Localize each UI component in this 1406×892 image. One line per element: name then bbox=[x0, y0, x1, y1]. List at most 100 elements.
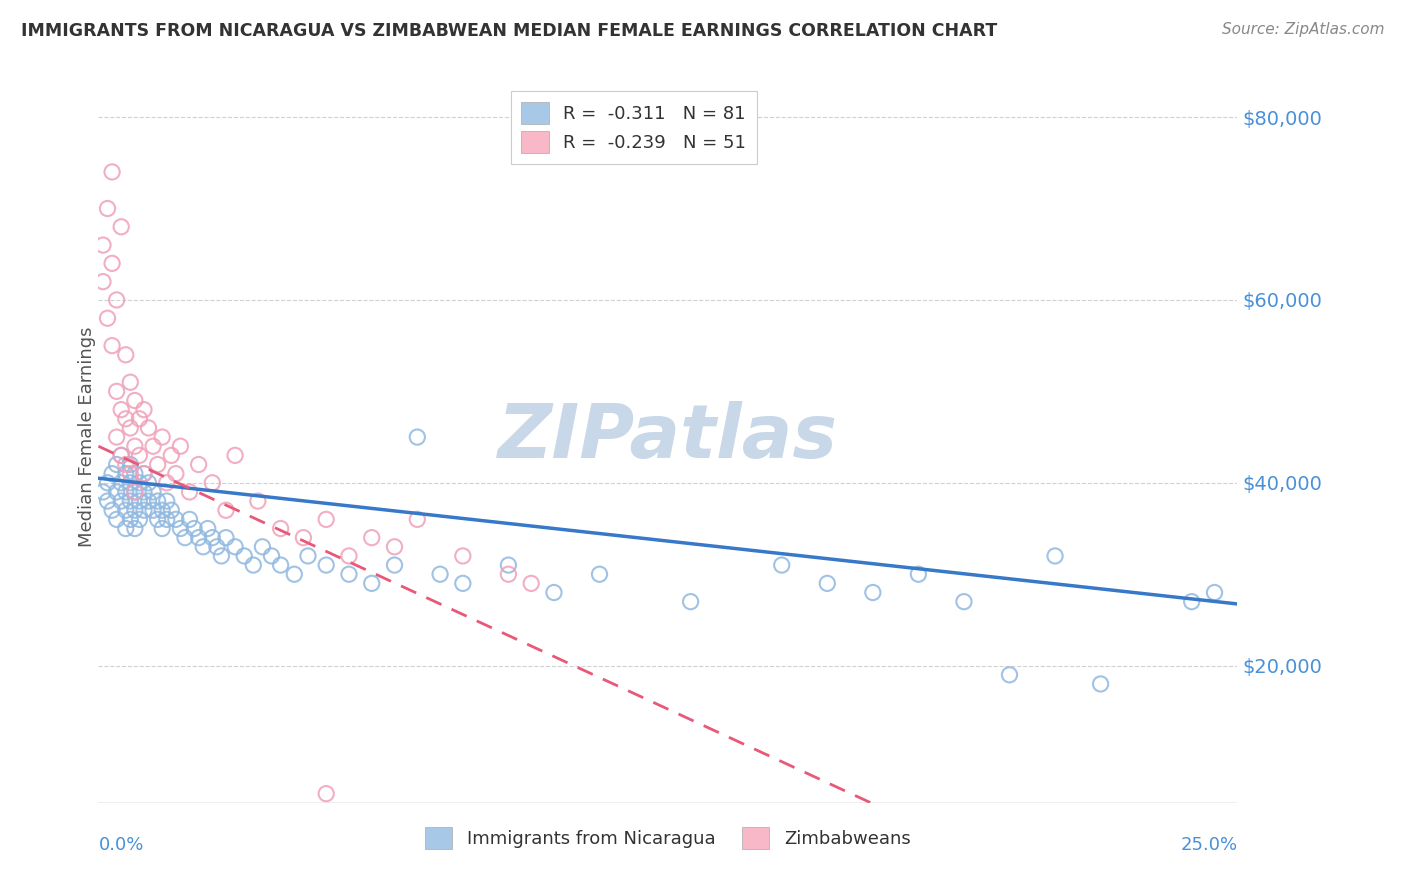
Point bbox=[215, 503, 238, 517]
Point bbox=[187, 458, 209, 472]
Point bbox=[120, 375, 142, 389]
Text: ZIPatlas: ZIPatlas bbox=[498, 401, 838, 474]
Point bbox=[998, 667, 1021, 681]
Point bbox=[242, 558, 264, 573]
Point bbox=[150, 521, 173, 535]
Point bbox=[105, 384, 128, 399]
Point bbox=[101, 165, 124, 179]
Point bbox=[1090, 677, 1112, 691]
Point bbox=[124, 485, 146, 500]
Point bbox=[384, 540, 406, 554]
Point bbox=[150, 503, 173, 517]
Point bbox=[953, 594, 976, 608]
Point bbox=[169, 521, 191, 535]
Text: IMMIGRANTS FROM NICARAGUA VS ZIMBABWEAN MEDIAN FEMALE EARNINGS CORRELATION CHART: IMMIGRANTS FROM NICARAGUA VS ZIMBABWEAN … bbox=[21, 22, 997, 40]
Point bbox=[201, 531, 224, 545]
Point bbox=[146, 494, 169, 508]
Point bbox=[451, 576, 474, 591]
Point bbox=[337, 567, 360, 582]
Point bbox=[209, 549, 232, 563]
Point bbox=[406, 512, 429, 526]
Point bbox=[120, 494, 142, 508]
Point bbox=[128, 412, 150, 426]
Point bbox=[128, 512, 150, 526]
Point bbox=[110, 494, 132, 508]
Point bbox=[110, 475, 132, 490]
Point bbox=[297, 549, 319, 563]
Point bbox=[132, 503, 155, 517]
Point bbox=[105, 430, 128, 444]
Point bbox=[246, 494, 269, 508]
Point bbox=[142, 485, 165, 500]
Point bbox=[120, 475, 142, 490]
Point bbox=[128, 475, 150, 490]
Point bbox=[215, 531, 238, 545]
Point bbox=[283, 567, 305, 582]
Point bbox=[132, 467, 155, 481]
Point bbox=[406, 430, 429, 444]
Point bbox=[169, 439, 191, 453]
Point bbox=[205, 540, 228, 554]
Point bbox=[197, 521, 219, 535]
Point bbox=[183, 521, 205, 535]
Point bbox=[142, 503, 165, 517]
Point bbox=[96, 202, 118, 216]
Point bbox=[292, 531, 315, 545]
Point bbox=[179, 485, 201, 500]
Point bbox=[120, 467, 142, 481]
Point bbox=[588, 567, 610, 582]
Point bbox=[110, 448, 132, 462]
Point bbox=[120, 421, 142, 435]
Point bbox=[187, 531, 209, 545]
Point bbox=[270, 521, 292, 535]
Point bbox=[315, 558, 337, 573]
Point bbox=[124, 393, 146, 408]
Point bbox=[128, 494, 150, 508]
Text: 0.0%: 0.0% bbox=[98, 836, 143, 854]
Point bbox=[150, 430, 173, 444]
Point bbox=[96, 475, 118, 490]
Point bbox=[360, 576, 382, 591]
Point bbox=[105, 485, 128, 500]
Point bbox=[114, 503, 136, 517]
Point bbox=[160, 448, 183, 462]
Point bbox=[114, 412, 136, 426]
Point bbox=[138, 475, 160, 490]
Point bbox=[193, 540, 215, 554]
Point bbox=[91, 238, 114, 252]
Point bbox=[156, 494, 179, 508]
Point bbox=[1204, 585, 1226, 599]
Point bbox=[907, 567, 929, 582]
Point bbox=[360, 531, 382, 545]
Point bbox=[679, 594, 702, 608]
Point bbox=[384, 558, 406, 573]
Point bbox=[252, 540, 274, 554]
Point bbox=[114, 485, 136, 500]
Point bbox=[156, 512, 179, 526]
Point bbox=[498, 567, 520, 582]
Point bbox=[770, 558, 793, 573]
Point bbox=[91, 275, 114, 289]
Point bbox=[96, 494, 118, 508]
Point bbox=[120, 512, 142, 526]
Point bbox=[498, 558, 520, 573]
Point bbox=[165, 467, 187, 481]
Point bbox=[174, 531, 197, 545]
Point bbox=[110, 402, 132, 417]
Legend: Immigrants from Nicaragua, Zimbabweans: Immigrants from Nicaragua, Zimbabweans bbox=[418, 820, 918, 856]
Point bbox=[315, 512, 337, 526]
Point bbox=[146, 512, 169, 526]
Point bbox=[114, 467, 136, 481]
Point bbox=[1043, 549, 1066, 563]
Point bbox=[142, 439, 165, 453]
Point bbox=[128, 448, 150, 462]
Point bbox=[124, 467, 146, 481]
Point bbox=[165, 512, 187, 526]
Point bbox=[138, 421, 160, 435]
Point bbox=[315, 787, 337, 801]
Y-axis label: Median Female Earnings: Median Female Earnings bbox=[79, 326, 96, 548]
Point bbox=[429, 567, 451, 582]
Point bbox=[132, 402, 155, 417]
Text: 25.0%: 25.0% bbox=[1180, 836, 1237, 854]
Point bbox=[101, 256, 124, 270]
